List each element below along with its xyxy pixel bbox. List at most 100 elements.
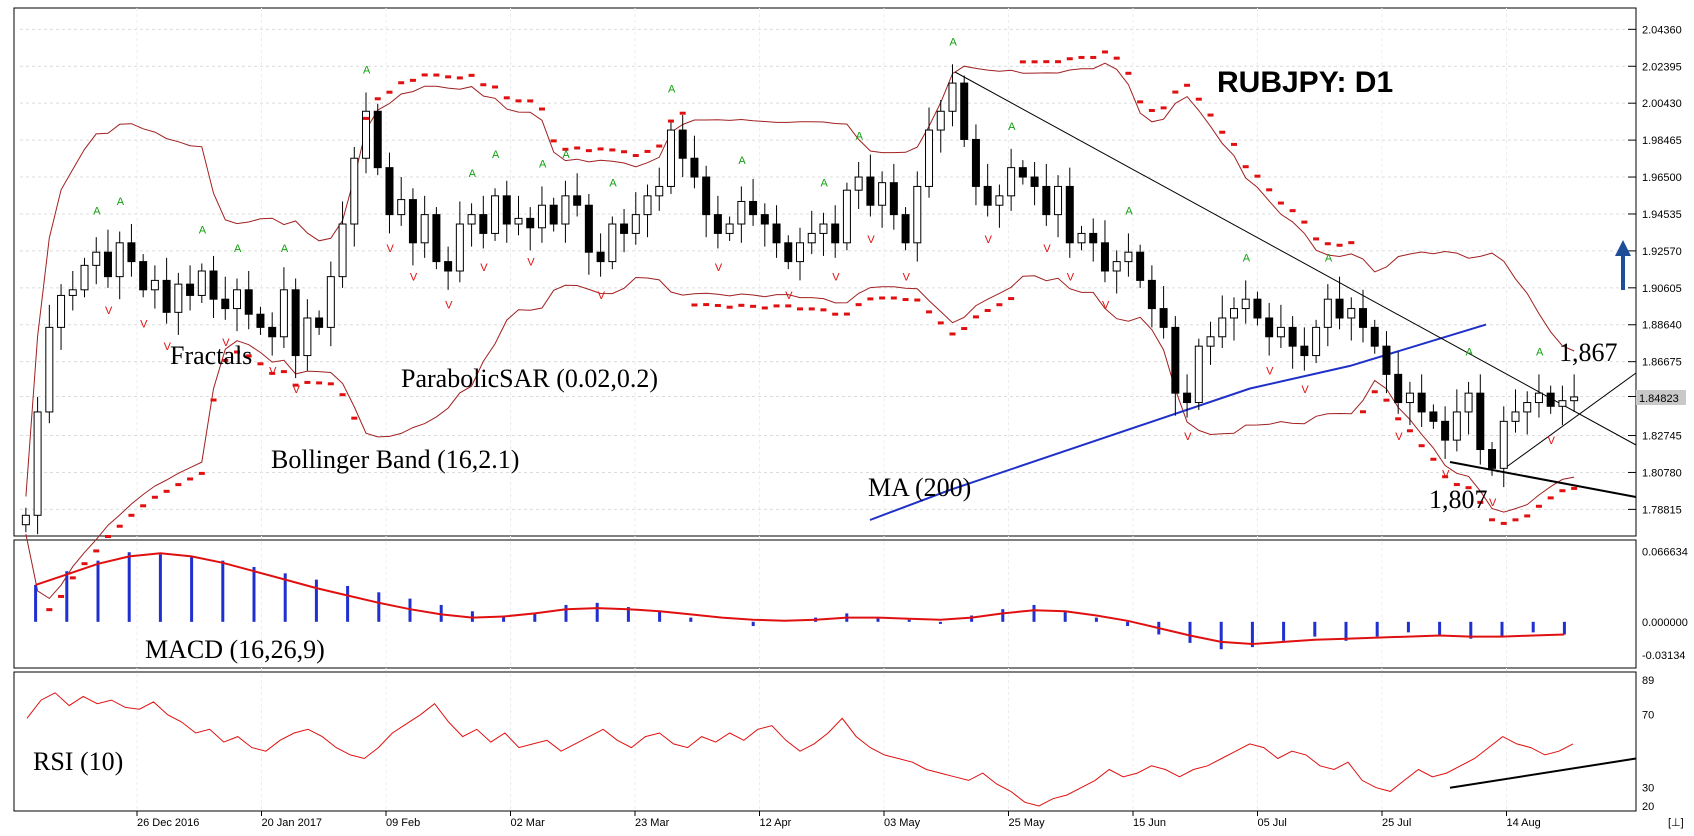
candle-body xyxy=(749,200,758,216)
fractal-up-icon: A xyxy=(562,149,570,161)
candle-body xyxy=(1476,392,1485,451)
candle-body xyxy=(537,204,546,229)
candle-body xyxy=(408,199,417,244)
candle-body xyxy=(573,195,582,206)
sar-dot xyxy=(1113,56,1120,60)
sar-dot xyxy=(327,382,334,386)
sar-dot xyxy=(691,303,698,307)
x-tick-label: 09 Feb xyxy=(386,817,420,829)
sar-dot xyxy=(1348,241,1355,245)
candle-body xyxy=(1229,308,1238,319)
candle-body xyxy=(221,298,230,310)
candle-body xyxy=(268,326,277,338)
rsi-tick-label: 70 xyxy=(1642,710,1654,722)
candle-body xyxy=(1136,251,1145,281)
sar-dot xyxy=(128,513,135,517)
fractal-down-icon: V xyxy=(1548,435,1556,447)
rsi-tick-label: 89 xyxy=(1642,675,1654,687)
sar-dot xyxy=(926,310,933,314)
sar-dot xyxy=(996,303,1003,307)
sar-dot xyxy=(58,594,65,598)
candle-body xyxy=(127,242,136,263)
sar-dot xyxy=(163,489,170,493)
fractal-up-icon: A xyxy=(609,177,617,189)
candle-body xyxy=(620,223,629,234)
bollinger-bands xyxy=(25,62,1575,600)
sar-dot xyxy=(421,73,428,77)
sar-dot xyxy=(339,393,346,397)
candle-body xyxy=(666,129,675,187)
candle-body xyxy=(467,214,476,225)
sar-dot xyxy=(1043,60,1050,64)
candle-body xyxy=(1124,251,1133,263)
candle-body xyxy=(889,182,898,216)
high-level-label: 1,867 xyxy=(1559,338,1618,367)
candle-body xyxy=(526,217,535,229)
fractal-up-icon: A xyxy=(469,168,477,180)
fractal-down-icon: V xyxy=(785,290,793,302)
candle-body xyxy=(1405,392,1414,404)
fractal-down-icon: V xyxy=(445,300,453,312)
candle-body xyxy=(1159,308,1168,328)
candle-body xyxy=(1394,373,1403,404)
candle-body xyxy=(479,214,488,234)
fractal-up-icon: A xyxy=(1008,121,1016,133)
candle-body xyxy=(420,214,429,244)
x-tick-label: 26 Dec 2016 xyxy=(137,817,199,829)
sar-dot xyxy=(269,371,276,375)
candle-body xyxy=(1100,242,1109,272)
candle-body xyxy=(643,195,652,216)
x-tick-label: 03 May xyxy=(884,817,921,829)
sar-dot xyxy=(1254,174,1261,178)
sar-dot xyxy=(210,398,217,402)
candle-body xyxy=(1359,308,1368,328)
price-tick-label: 1.92570 xyxy=(1642,246,1682,258)
sar-dot xyxy=(456,76,463,80)
candle-body xyxy=(68,289,77,296)
candle-body xyxy=(1171,326,1180,394)
sar-dot xyxy=(726,305,733,309)
candle-body xyxy=(960,82,969,140)
fractal-down-icon: V xyxy=(1067,271,1075,283)
candle-body xyxy=(491,195,500,234)
sar-dot xyxy=(198,471,205,475)
sar-dot xyxy=(667,119,674,123)
candle-body xyxy=(1534,392,1543,404)
candle-body xyxy=(1464,392,1473,413)
fractal-up-icon: A xyxy=(93,206,101,218)
candle-body xyxy=(713,214,722,234)
fractal-down-icon: V xyxy=(105,305,113,317)
current-price-label: 1.84823 xyxy=(1639,393,1679,405)
price-tick-label: 1.94535 xyxy=(1642,209,1682,221)
candle-body xyxy=(1347,308,1356,319)
sar-dot xyxy=(1031,60,1038,64)
sar-dot xyxy=(1066,57,1073,61)
price-tick-label: 1.78815 xyxy=(1642,504,1682,516)
candle-body xyxy=(878,182,887,206)
price-tick-label: 2.00430 xyxy=(1642,98,1682,110)
sar-dot xyxy=(116,524,123,528)
candle-body xyxy=(608,223,617,263)
sar-dot xyxy=(597,147,604,151)
sar-dot xyxy=(316,381,323,385)
sar-dot xyxy=(1125,71,1132,75)
candle-body xyxy=(772,223,781,244)
sar-dot xyxy=(492,85,499,89)
x-tick-label: 12 Apr xyxy=(760,817,792,829)
fractal-markers: A V A V V A V A V A V A V V V A V A V A A V A A V A V A V A V V A V A V V V A V… xyxy=(93,36,1555,508)
candle-body xyxy=(232,289,241,310)
fractal-up-icon: A xyxy=(856,130,864,142)
fractal-up-icon: A xyxy=(492,149,500,161)
candle-body xyxy=(1276,326,1285,338)
sar-dot xyxy=(351,416,358,420)
candle-body xyxy=(725,223,734,234)
x-tick-label: 25 Jul xyxy=(1382,817,1411,829)
sar-dot xyxy=(937,321,944,325)
fractal-down-icon: V xyxy=(1395,431,1403,443)
sar-dot xyxy=(1430,457,1437,461)
sar-dot xyxy=(738,303,745,307)
macd-tick-label: -0.03134 xyxy=(1642,650,1685,662)
sar-dot xyxy=(961,327,968,331)
sar-dot xyxy=(292,383,299,387)
sar-dot xyxy=(820,308,827,312)
